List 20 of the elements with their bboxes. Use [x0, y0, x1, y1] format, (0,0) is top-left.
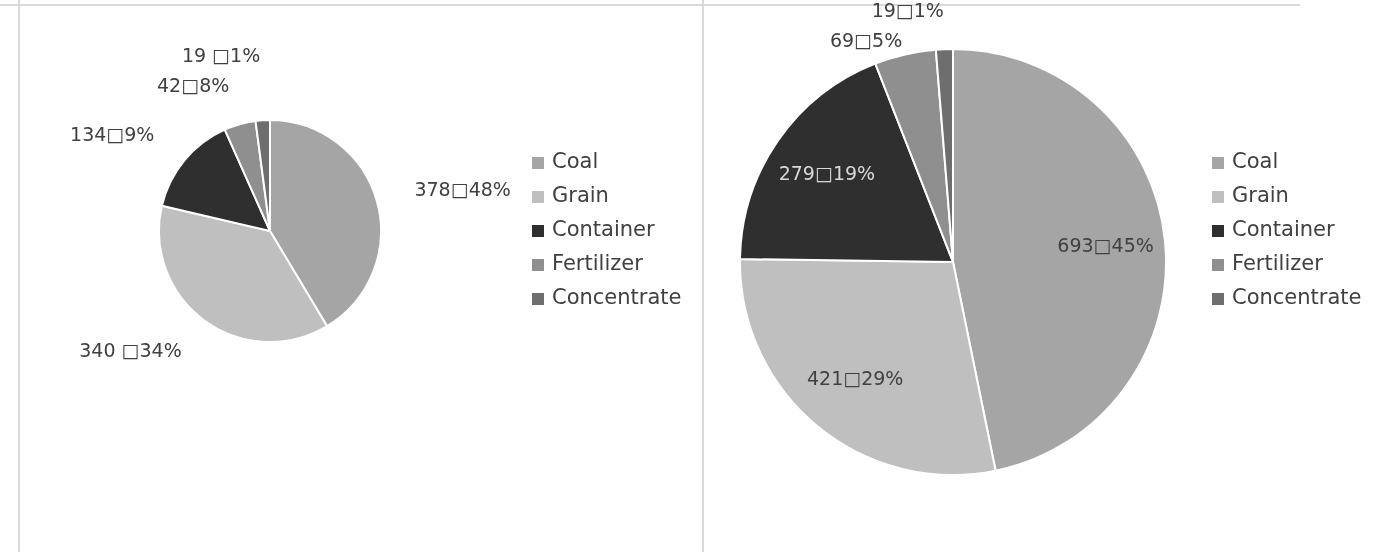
legend-label: Coal	[552, 149, 599, 174]
legend-label: Concentrate	[1232, 285, 1362, 310]
legend-label: Coal	[1232, 149, 1279, 174]
data-label: 279□19%	[778, 161, 876, 184]
data-label: 19□1%	[871, 0, 944, 22]
data-label: 693□45%	[1057, 233, 1154, 256]
legend-label: Fertilizer	[552, 251, 644, 276]
legend-label: Grain	[1232, 183, 1289, 208]
legend-label: Container	[1232, 217, 1335, 242]
data-label: 19 □1%	[181, 44, 261, 67]
data-label: 421□29%	[806, 367, 904, 390]
legend-label: Fertilizer	[1232, 251, 1324, 276]
legend-label: Concentrate	[552, 285, 682, 310]
legend-label: Grain	[552, 183, 609, 208]
data-label: 378□48%	[414, 177, 511, 200]
data-label: 42□8%	[157, 73, 230, 96]
data-label: 340 □34%	[79, 339, 182, 362]
data-label: 69□5%	[829, 28, 903, 51]
data-label: 134□9%	[70, 122, 155, 145]
legend-label: Container	[552, 217, 655, 242]
